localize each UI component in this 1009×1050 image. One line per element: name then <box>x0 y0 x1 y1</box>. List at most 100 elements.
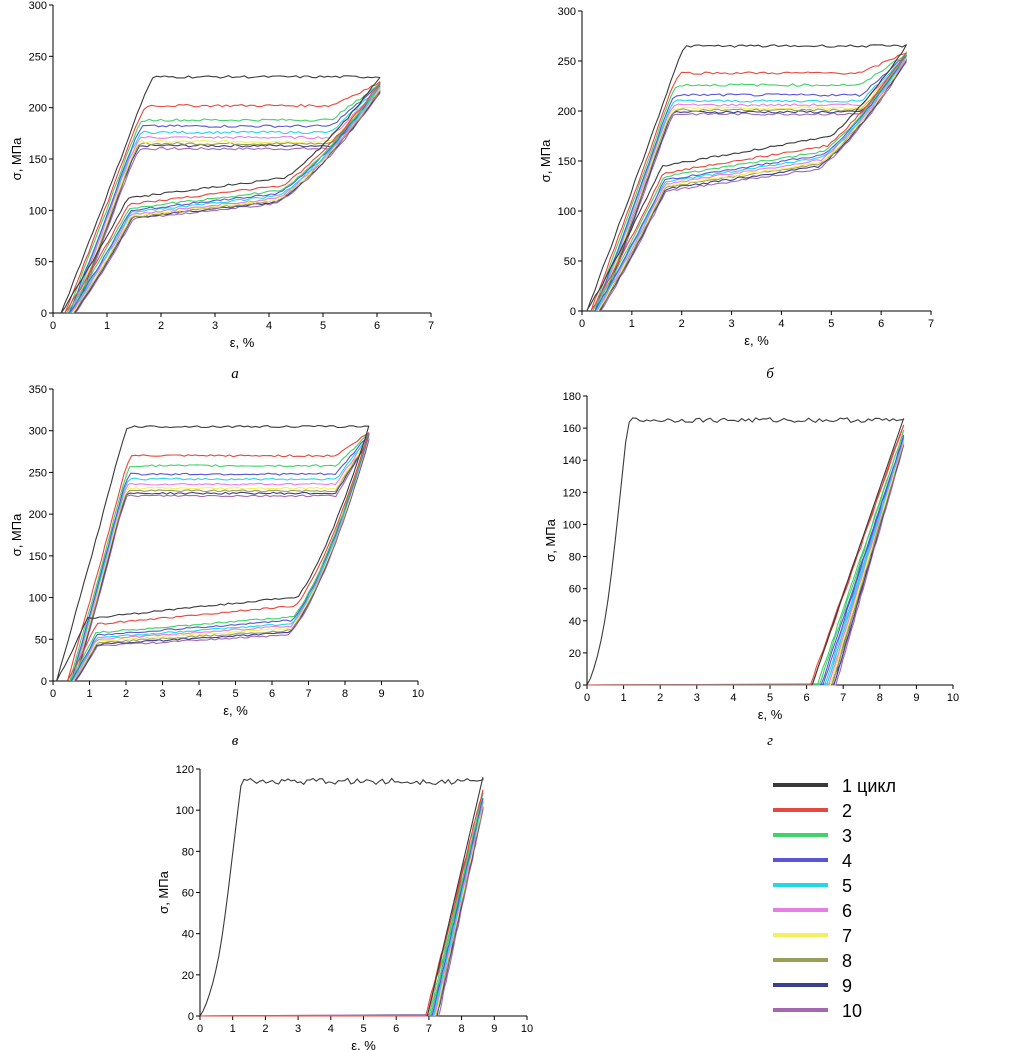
x-tick-label: 8 <box>877 692 883 704</box>
y-tick-label: 50 <box>564 256 576 268</box>
y-tick-label: 60 <box>182 888 194 900</box>
x-tick-label: 2 <box>123 688 129 700</box>
chart-panel-1: 0 1 2 3 4 5 6 7 0 50 100 150 200 250 300 ε, % σ, МПа а <box>9 0 434 382</box>
x-tick-label: 5 <box>232 688 238 700</box>
x-tick-label: 2 <box>262 1023 268 1035</box>
y-tick-label: 0 <box>188 1011 194 1023</box>
y-tick-label: 250 <box>29 467 47 479</box>
series-4-line <box>594 54 907 312</box>
x-tick-label: 4 <box>266 320 272 332</box>
series-2-line <box>587 424 905 686</box>
series-9-line <box>586 444 905 686</box>
panel-caption: в <box>232 733 239 749</box>
x-axis-label: ε, % <box>223 703 248 718</box>
y-tick-label: 100 <box>563 519 581 531</box>
y-axis-label: σ, МПа <box>538 139 553 182</box>
y-tick-label: 80 <box>569 552 581 564</box>
x-tick-label: 3 <box>295 1023 301 1035</box>
legend-label-6: 6 <box>842 901 852 921</box>
y-tick-label: 160 <box>563 423 581 435</box>
y-tick-label: 60 <box>569 584 581 596</box>
y-tick-label: 80 <box>182 846 194 858</box>
series-2-line <box>67 432 370 681</box>
series-5-line <box>586 437 905 686</box>
y-axis-label: σ, МПа <box>9 137 24 180</box>
legend-label-2: 2 <box>842 801 852 821</box>
x-axis-label: ε, % <box>230 335 255 350</box>
series-4-line <box>586 434 905 686</box>
x-tick-label: 1 <box>86 688 92 700</box>
legend-label-4: 4 <box>842 851 852 871</box>
x-tick-label: 8 <box>342 688 348 700</box>
y-tick-label: 180 <box>563 391 581 403</box>
x-tick-label: 6 <box>269 688 275 700</box>
panel-caption: г <box>767 733 773 749</box>
x-tick-label: 9 <box>913 692 919 704</box>
y-tick-label: 100 <box>176 805 194 817</box>
series-7-line <box>586 440 905 686</box>
series-2-line <box>590 51 907 312</box>
legend-label-7: 7 <box>842 926 852 946</box>
x-axis-label: ε, % <box>758 707 783 722</box>
x-tick-label: 5 <box>360 1023 366 1035</box>
y-tick-label: 0 <box>41 676 47 688</box>
x-tick-label: 0 <box>50 688 56 700</box>
x-tick-label: 7 <box>305 688 311 700</box>
x-tick-label: 1 <box>104 320 110 332</box>
x-tick-label: 10 <box>521 1023 533 1035</box>
x-tick-label: 5 <box>320 320 326 332</box>
y-tick-label: 0 <box>41 308 47 320</box>
x-tick-label: 3 <box>729 318 735 330</box>
chart-panel-2: 0 1 2 3 4 5 6 7 0 50 100 150 200 250 300 ε, % σ, МПа б <box>538 6 934 382</box>
legend-label-3: 3 <box>842 826 852 846</box>
y-tick-label: 100 <box>29 593 47 605</box>
y-tick-label: 350 <box>29 384 47 396</box>
x-axis-label: ε, % <box>351 1038 376 1050</box>
y-tick-label: 300 <box>558 6 576 18</box>
x-tick-label: 5 <box>767 692 773 704</box>
series-4-line <box>199 797 484 1017</box>
y-tick-label: 300 <box>29 426 47 438</box>
y-tick-label: 200 <box>29 509 47 521</box>
y-tick-label: 200 <box>29 103 47 115</box>
legend-label-9: 9 <box>842 976 852 996</box>
panel-caption: б <box>766 366 774 382</box>
y-tick-label: 250 <box>29 51 47 63</box>
x-tick-label: 7 <box>840 692 846 704</box>
y-tick-label: 150 <box>29 551 47 563</box>
y-tick-label: 120 <box>176 764 194 776</box>
y-tick-label: 250 <box>558 56 576 68</box>
y-tick-label: 120 <box>563 487 581 499</box>
y-tick-label: 0 <box>575 680 581 692</box>
legend-label-1: 1 цикл <box>842 776 896 796</box>
series-3-line <box>199 792 484 1017</box>
x-tick-label: 7 <box>428 320 434 332</box>
x-tick-label: 4 <box>328 1023 334 1035</box>
series-9-line <box>599 58 907 312</box>
y-tick-label: 50 <box>35 634 47 646</box>
x-tick-label: 2 <box>657 692 663 704</box>
x-tick-label: 3 <box>212 320 218 332</box>
legend-label-5: 5 <box>842 876 852 896</box>
series-3-line <box>586 430 905 686</box>
series-7-line <box>71 86 381 314</box>
y-tick-label: 40 <box>182 929 194 941</box>
x-tick-label: 0 <box>584 692 590 704</box>
x-tick-label: 6 <box>374 320 380 332</box>
x-tick-label: 7 <box>426 1023 432 1035</box>
x-tick-label: 6 <box>878 318 884 330</box>
series-4-line <box>70 432 370 682</box>
y-tick-label: 20 <box>569 648 581 660</box>
legend: 1 цикл 2 3 4 5 6 7 8 9 10 <box>773 776 896 1021</box>
x-tick-label: 10 <box>947 692 959 704</box>
y-axis-label: σ, МПа <box>9 513 24 556</box>
series-2-line <box>64 80 381 314</box>
x-tick-label: 5 <box>828 318 834 330</box>
series-1-line <box>199 777 484 1017</box>
x-tick-label: 9 <box>378 688 384 700</box>
x-tick-label: 8 <box>459 1023 465 1035</box>
x-tick-label: 1 <box>230 1023 236 1035</box>
